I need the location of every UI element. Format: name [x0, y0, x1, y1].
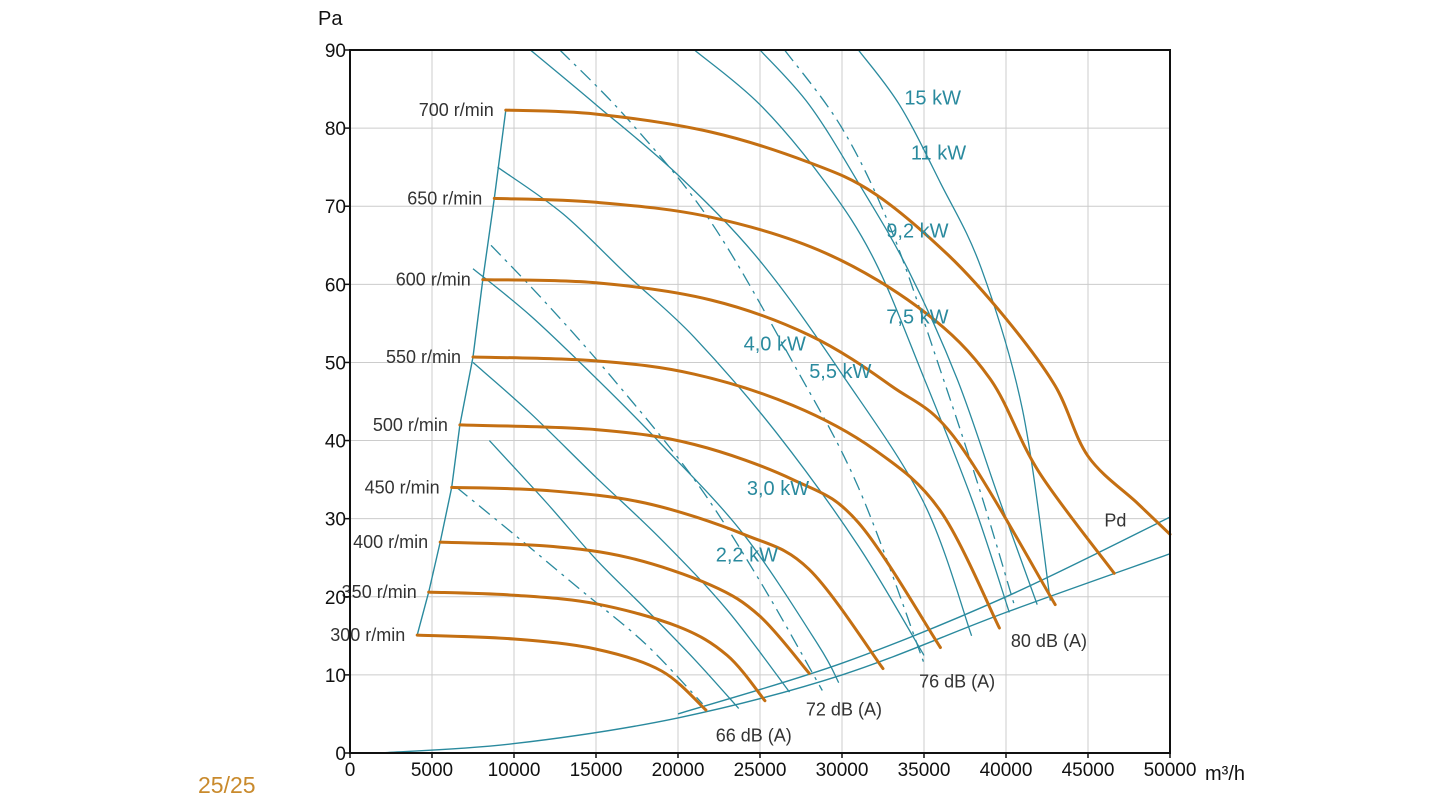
curve-labels: 300 r/min 350 r/min 400 r/min 450 r/min 500 …: [330, 88, 1126, 746]
speed-label-450-r-min: 450 r/min: [365, 477, 440, 497]
db-label-76-db-a: 76 dB (A): [919, 671, 995, 691]
speed-label-600-r-min: 600 r/min: [396, 270, 471, 290]
axes: 0 5000 10000 15000 20000 25000 30000 35000 40000…: [325, 41, 1197, 781]
y-tick-label: 20: [325, 588, 346, 609]
db-curve-66-db-a: [456, 486, 704, 705]
power-label-11-kw: 11 kW: [911, 142, 966, 164]
power-label-3-0-kw: 3,0 kW: [747, 478, 809, 500]
speed-label-350-r-min: 350 r/min: [342, 582, 417, 602]
speed-label-650-r-min: 650 r/min: [407, 188, 482, 208]
speed-label-300-r-min: 300 r/min: [330, 625, 405, 645]
x-tick-label: 0: [345, 760, 356, 781]
speed-curve-500-r-min: [458, 423, 942, 649]
power-curve-2-2-kw: [488, 440, 740, 709]
y-axis-unit: Pa: [318, 8, 343, 30]
power-label-7-5-kw: 7,5 kW: [886, 306, 948, 328]
y-tick-label: 10: [325, 666, 346, 687]
y-tick-label: 30: [325, 510, 346, 531]
db-label-72-db-a: 72 dB (A): [806, 700, 882, 720]
x-tick-label: 35000: [898, 760, 951, 781]
power-curve-5-5-kw: [497, 166, 925, 656]
power-label-9-2-kw: 9,2 kW: [886, 220, 948, 242]
speed-curve-450-r-min: [450, 485, 885, 671]
speed-curve-300-r-min: [415, 633, 708, 712]
x-axis-unit: m³/h: [1205, 763, 1245, 785]
speed-curves: [415, 108, 1172, 712]
power-curve-4-0-kw: [472, 268, 840, 684]
speed-curve-350-r-min: [427, 590, 767, 703]
power-curve-3-0-kw: [472, 361, 791, 693]
speed-curve-400-r-min: [438, 540, 811, 675]
speed-curve-550-r-min: [471, 355, 1001, 630]
speed-label-400-r-min: 400 r/min: [353, 532, 428, 552]
x-tick-label: 45000: [1062, 760, 1115, 781]
power-label-4-0-kw: 4,0 kW: [744, 334, 806, 356]
power-curve-9-2-kw: [693, 50, 1010, 613]
power-label-5-5-kw: 5,5 kW: [809, 361, 871, 383]
y-tick-label: 70: [325, 197, 346, 218]
db-label-80-db-a: 80 dB (A): [1011, 631, 1087, 651]
x-tick-label: 10000: [488, 760, 541, 781]
pd-label: Pd: [1104, 510, 1126, 530]
x-tick-label: 25000: [734, 760, 787, 781]
power-label-2-2-kw: 2,2 kW: [716, 545, 778, 567]
speed-label-700-r-min: 700 r/min: [419, 100, 494, 120]
y-tick-label: 60: [325, 275, 346, 296]
pd-curve-1: [379, 553, 1170, 753]
power-curve-15-kw: [857, 50, 1051, 601]
speed-label-550-r-min: 550 r/min: [386, 347, 461, 367]
power-curves: [472, 50, 1051, 709]
speed-curve-600-r-min: [481, 278, 1057, 607]
db-label-66-db-a: 66 dB (A): [716, 725, 792, 745]
y-tick-label: 90: [325, 41, 346, 62]
y-tick-label: 0: [335, 744, 346, 765]
x-tick-label: 20000: [652, 760, 705, 781]
x-tick-label: 15000: [570, 760, 623, 781]
speed-label-500-r-min: 500 r/min: [373, 415, 448, 435]
x-tick-label: 30000: [816, 760, 869, 781]
x-tick-label: 5000: [411, 760, 453, 781]
y-tick-label: 40: [325, 432, 346, 453]
power-curve-7-5-kw: [529, 50, 973, 637]
y-tick-label: 50: [325, 353, 346, 374]
page-number: 25/25: [198, 772, 256, 798]
power-label-15-kw: 15 kW: [904, 88, 961, 110]
power-curve-11-kw: [759, 50, 1038, 605]
y-tick-label: 80: [325, 119, 346, 140]
speed-curve-700-r-min: [504, 108, 1172, 536]
speed-curve-650-r-min: [492, 196, 1116, 575]
db-curve-76-db-a: [559, 50, 925, 664]
x-tick-label: 50000: [1144, 760, 1197, 781]
db-curve-72-db-a: [490, 244, 823, 691]
x-tick-label: 40000: [980, 760, 1033, 781]
